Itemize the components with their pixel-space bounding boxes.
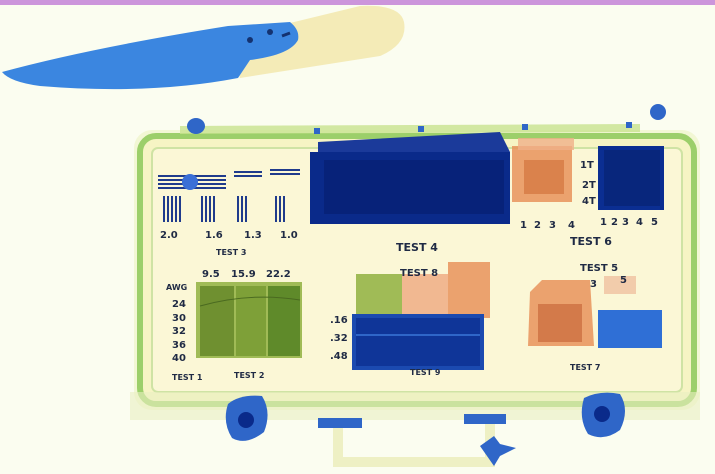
clip-icon: [187, 118, 205, 134]
test4-label: TEST 4: [396, 241, 438, 254]
test3-label: TEST 3: [216, 248, 247, 257]
test6-blue-steps: [598, 146, 664, 210]
knife-handle: [228, 5, 405, 78]
top-clips: [187, 104, 666, 134]
test9-label: TEST 9: [410, 368, 441, 377]
test2-bars: [196, 282, 302, 358]
clip-icon: [522, 124, 528, 130]
latch-icon: [594, 406, 610, 422]
test4-block: [310, 132, 510, 224]
test9-value: .16: [330, 315, 348, 326]
test5-value: 5: [620, 275, 627, 286]
awg-value: 24: [172, 299, 186, 310]
test2-value: 15.9: [231, 269, 256, 280]
knife-blade: [2, 22, 299, 90]
test6-thickness: 4T: [582, 196, 596, 207]
test6-step: 1: [520, 220, 527, 231]
awg-value: 30: [172, 313, 186, 324]
test5-plates: [598, 276, 662, 348]
test2-value: 9.5: [202, 269, 220, 280]
test6-label: TEST 6: [570, 235, 612, 248]
clip-icon: [182, 174, 198, 190]
knife-rivet: [267, 29, 273, 35]
awg-value: 40: [172, 353, 186, 364]
test9-value: .32: [330, 333, 348, 344]
test5-label: TEST 5: [580, 263, 619, 274]
test6-step: 3: [549, 220, 556, 231]
test6-thickness: 1T: [580, 160, 594, 171]
clip-icon: [626, 122, 632, 128]
test8-label: TEST 8: [400, 268, 439, 279]
test6-step: 4: [636, 217, 643, 228]
clip-icon: [314, 128, 320, 134]
test7-label: TEST 7: [570, 363, 601, 372]
test6-step: 4: [568, 220, 575, 231]
test6-step: 5: [651, 217, 658, 228]
test9-value: .48: [330, 351, 348, 362]
awg-value: 36: [172, 340, 186, 351]
test3-value: 1.6: [205, 230, 223, 241]
knife: [2, 5, 405, 90]
test6-step: 2: [534, 220, 541, 231]
latches: [225, 392, 625, 467]
handle-bracket: [318, 418, 362, 428]
test9-plates: [352, 314, 484, 370]
knife-rivet: [281, 31, 291, 38]
test6-step: 3: [622, 217, 629, 228]
clip-icon: [650, 104, 666, 120]
knife-rivet: [247, 37, 253, 43]
handle-bracket: [464, 414, 506, 424]
test2-label: TEST 2: [234, 371, 265, 380]
case-bottom-shadow: [130, 392, 700, 420]
lock-icon: [480, 436, 516, 466]
test8-blocks: [356, 262, 490, 318]
test6-thickness: 2T: [582, 180, 596, 191]
test2-value: 22.2: [266, 269, 291, 280]
handle: [333, 424, 495, 467]
test6-step: 2: [611, 217, 618, 228]
test3-value: 1.0: [280, 230, 298, 241]
awg-value: 32: [172, 326, 186, 337]
test6-orange-steps: [512, 138, 574, 202]
test3-value: 2.0: [160, 230, 178, 241]
test6-step: 1: [600, 217, 607, 228]
test5-value: 3: [590, 279, 597, 290]
test1-label: TEST 1: [172, 373, 203, 382]
test7-block: [528, 280, 594, 346]
test3-pattern: [158, 169, 300, 222]
test3-value: 1.3: [244, 230, 262, 241]
clip-icon: [418, 126, 424, 132]
latch-icon: [238, 412, 254, 428]
awg-title: AWG: [166, 283, 188, 292]
top-edge-line: [0, 0, 715, 5]
